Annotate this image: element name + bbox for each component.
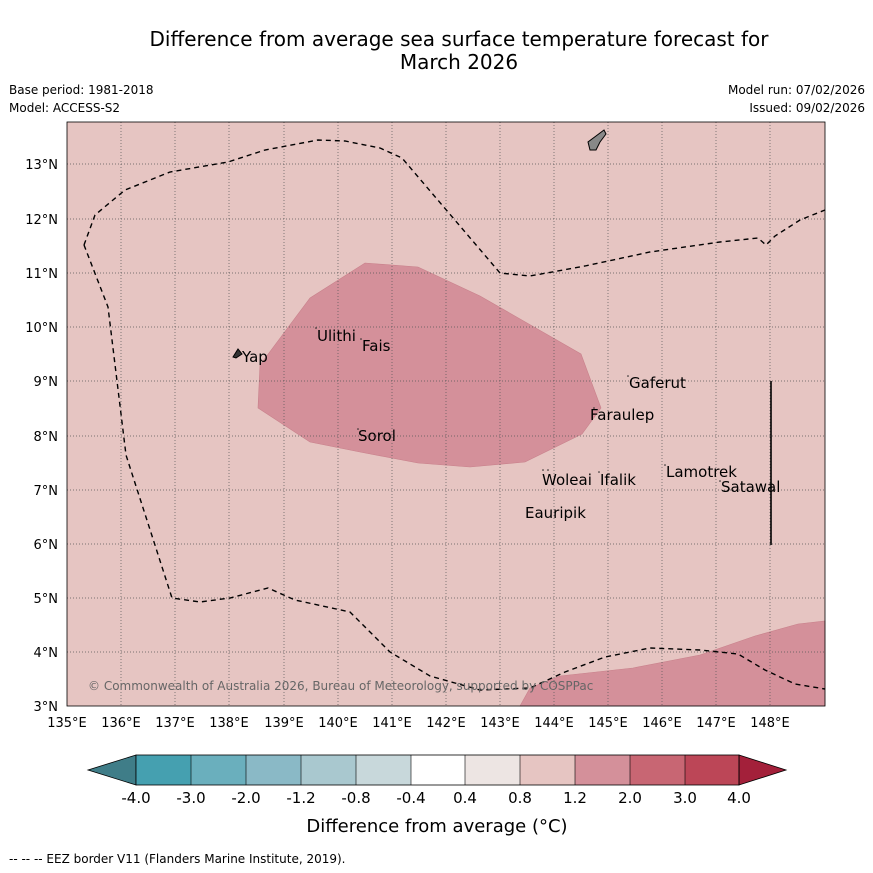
- lon-label: 148°E: [750, 716, 790, 731]
- latitude-labels: 13°N 12°N 11°N 10°N 9°N 8°N 7°N 6°N 5°N …: [25, 158, 58, 715]
- colorbar-tick: 4.0: [727, 789, 751, 807]
- lon-label: 146°E: [642, 716, 682, 731]
- place-label-fais: Fais: [362, 337, 391, 355]
- guam-island: [587, 129, 607, 151]
- place-label-yap: Yap: [241, 348, 268, 366]
- lat-label: 12°N: [25, 213, 58, 228]
- lat-label: 4°N: [34, 646, 59, 661]
- lon-label: 144°E: [534, 716, 574, 731]
- lon-label: 145°E: [588, 716, 628, 731]
- meta-right: Model run: 07/02/2026 Issued: 09/02/2026: [728, 81, 865, 117]
- colorbar-segment: [191, 755, 246, 785]
- colorbar-segment: [246, 755, 301, 785]
- eez-border-north: [83, 139, 826, 277]
- lat-label: 6°N: [34, 538, 59, 553]
- colorbar-extend-high: [738, 754, 788, 786]
- lon-label: 141°E: [372, 716, 412, 731]
- title-line-2: March 2026: [399, 50, 519, 74]
- place-label-sorol: Sorol: [358, 427, 396, 445]
- colorbar-tick: -1.2: [286, 789, 315, 807]
- place-label-ifalik: Ifalik: [600, 471, 636, 489]
- place-label-woleai: Woleai: [542, 471, 592, 489]
- model-run: Model run: 07/02/2026: [727, 83, 865, 97]
- colorbar-extend-low: [86, 754, 137, 786]
- lon-label: 142°E: [426, 716, 466, 731]
- longitude-labels: 135°E 136°E 137°E 138°E 139°E 140°E 141°…: [47, 716, 790, 731]
- warm-anomaly-region: [257, 262, 602, 468]
- lat-label: 9°N: [34, 375, 59, 390]
- place-label-lamotrek: Lamotrek: [666, 463, 737, 481]
- colorbar-tick: -4.0: [121, 789, 150, 807]
- island-markers: [315, 327, 721, 482]
- eez-border-south: [83, 244, 826, 691]
- colorbar-tick: -0.4: [396, 789, 425, 807]
- colorbar-ticks: -4.0 -3.0 -2.0 -1.2 -0.8 -0.4 0.4 0.8 1.…: [121, 789, 751, 807]
- place-label-eauripik: Eauripik: [525, 504, 586, 522]
- colorbar-tick: -0.8: [341, 789, 370, 807]
- lat-label: 8°N: [34, 430, 59, 445]
- lon-label: 139°E: [264, 716, 304, 731]
- lon-label: 147°E: [696, 716, 736, 731]
- lat-label: 5°N: [34, 592, 59, 607]
- place-label-ulithi: Ulithi: [317, 327, 356, 345]
- eez-footnote: -- -- -- EEZ border V11 (Flanders Marine…: [9, 852, 346, 866]
- colorbar-tick: 3.0: [673, 789, 697, 807]
- lon-label: 135°E: [47, 716, 87, 731]
- lat-label: 13°N: [25, 158, 58, 173]
- colorbar-segment: [136, 755, 191, 785]
- colorbar-segment: [520, 755, 575, 785]
- colorbar-segment: [465, 755, 520, 785]
- map-frame: [66, 121, 826, 707]
- colorbar-segment: [411, 755, 465, 785]
- lon-label: 137°E: [155, 716, 195, 731]
- place-label-faraulep: Faraulep: [590, 406, 654, 424]
- colorbar-segment: [301, 755, 356, 785]
- issued-date: Issued: 09/02/2026: [749, 101, 865, 115]
- colorbar-segment: [356, 755, 411, 785]
- base-period: Base period: 1981-2018: [9, 83, 154, 97]
- lat-label: 7°N: [34, 484, 59, 499]
- lon-label: 136°E: [101, 716, 141, 731]
- graticule: [67, 122, 825, 706]
- colorbar-tick: 0.4: [453, 789, 477, 807]
- lon-label: 138°E: [209, 716, 249, 731]
- copyright-note: © Commonwealth of Australia 2026, Bureau…: [88, 679, 593, 693]
- colorbar-label: Difference from average (°C): [306, 816, 567, 837]
- colorbar-tick: -3.0: [176, 789, 205, 807]
- title-line-1: Difference from average sea surface temp…: [149, 27, 769, 51]
- colorbar-segment: [630, 755, 685, 785]
- chart-title: Difference from average sea surface temp…: [0, 28, 873, 74]
- colorbar-tick: 1.2: [563, 789, 587, 807]
- meta-left: Base period: 1981-2018 Model: ACCESS-S2: [9, 81, 154, 117]
- place-label-satawal: Satawal: [721, 478, 780, 496]
- lon-label: 143°E: [480, 716, 520, 731]
- colorbar-tick: -2.0: [231, 789, 260, 807]
- place-label-gaferut: Gaferut: [629, 374, 686, 392]
- colorbar-segment: [575, 755, 630, 785]
- colorbar: [86, 754, 788, 786]
- model-name: Model: ACCESS-S2: [9, 101, 121, 115]
- lon-label: 140°E: [318, 716, 358, 731]
- lat-label: 3°N: [34, 700, 59, 715]
- colorbar-tick: 2.0: [618, 789, 642, 807]
- yap-island: [232, 348, 243, 359]
- lat-label: 11°N: [25, 267, 58, 282]
- colorbar-tick: 0.8: [508, 789, 532, 807]
- colorbar-segment: [685, 755, 739, 785]
- lat-label: 10°N: [25, 321, 58, 336]
